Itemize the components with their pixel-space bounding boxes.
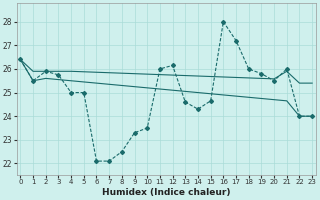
- X-axis label: Humidex (Indice chaleur): Humidex (Indice chaleur): [102, 188, 230, 197]
